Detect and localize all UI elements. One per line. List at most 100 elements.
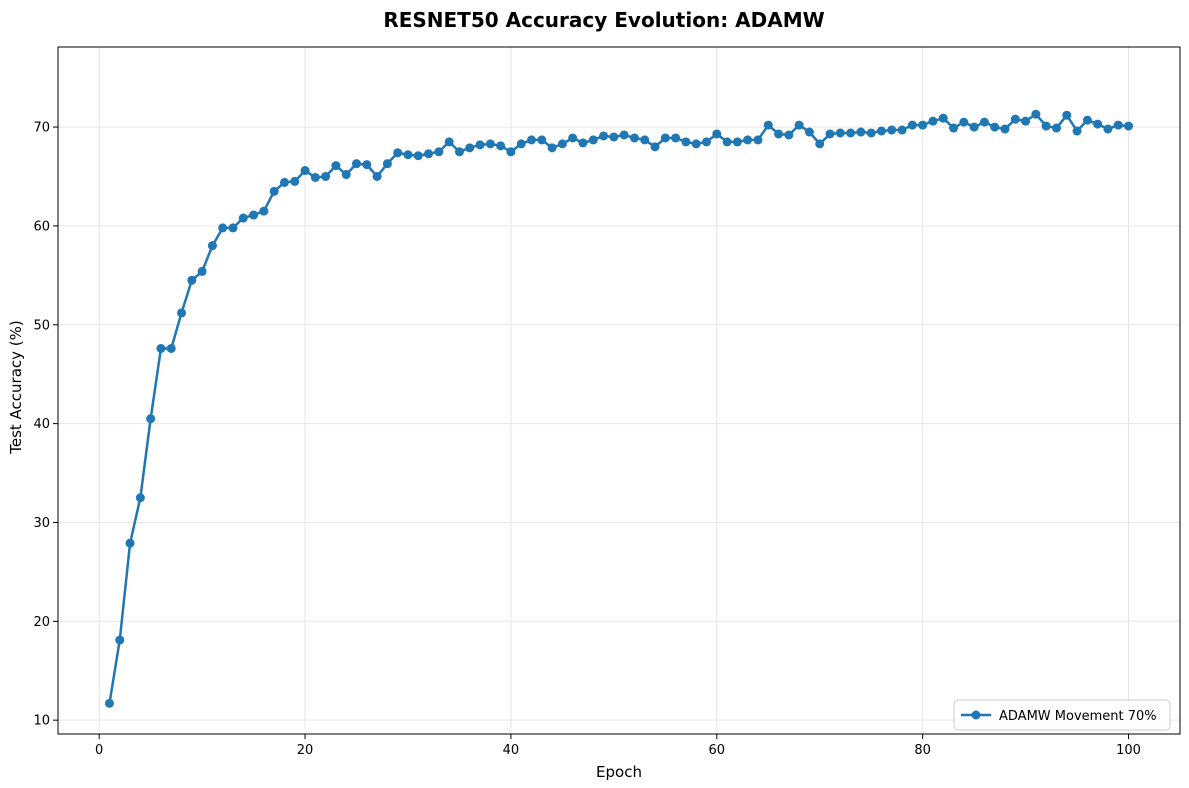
data-point bbox=[218, 223, 228, 233]
data-point bbox=[115, 635, 125, 645]
data-point bbox=[238, 213, 248, 223]
data-point bbox=[774, 129, 784, 139]
series-line bbox=[108, 112, 1129, 704]
data-point bbox=[743, 135, 753, 145]
data-point bbox=[568, 133, 578, 143]
plot-frame bbox=[57, 46, 1181, 735]
x-tick-label: 0 bbox=[95, 743, 103, 758]
data-point bbox=[506, 147, 516, 157]
data-point bbox=[619, 130, 629, 140]
data-point bbox=[290, 176, 300, 186]
data-point bbox=[382, 159, 392, 169]
data-point bbox=[650, 142, 660, 152]
data-point bbox=[609, 132, 619, 142]
data-point bbox=[516, 139, 526, 149]
data-point bbox=[969, 122, 979, 132]
data-series bbox=[104, 109, 1134, 708]
data-point bbox=[207, 241, 217, 251]
data-point bbox=[722, 137, 732, 147]
data-point bbox=[671, 133, 681, 143]
data-point bbox=[712, 129, 722, 139]
data-point bbox=[691, 139, 701, 149]
data-point bbox=[835, 128, 845, 138]
data-point bbox=[527, 135, 537, 145]
data-point bbox=[701, 137, 711, 147]
data-point bbox=[578, 138, 588, 148]
data-point bbox=[856, 127, 866, 137]
y-tick-label: 70 bbox=[33, 121, 50, 136]
data-point bbox=[660, 133, 670, 143]
data-point bbox=[897, 125, 907, 135]
data-point bbox=[424, 149, 434, 159]
y-tick-label: 30 bbox=[33, 516, 50, 531]
data-point bbox=[352, 159, 362, 169]
data-point bbox=[681, 137, 691, 147]
x-tick-label: 80 bbox=[914, 743, 931, 758]
axis-ticks: 0 20 40 60 80 100 10 20 30 40 50 60 70 bbox=[33, 121, 1140, 758]
y-tick-label: 60 bbox=[33, 219, 50, 234]
data-point bbox=[496, 141, 506, 151]
data-point bbox=[599, 131, 609, 141]
data-point bbox=[918, 120, 928, 130]
data-point bbox=[393, 148, 403, 158]
data-point bbox=[990, 122, 1000, 132]
data-point bbox=[187, 275, 197, 285]
legend-entry-label: ADAMW Movement 70% bbox=[999, 709, 1157, 724]
data-point bbox=[732, 137, 742, 147]
legend: ADAMW Movement 70% bbox=[953, 699, 1171, 731]
data-point bbox=[197, 266, 207, 276]
data-point bbox=[1000, 124, 1010, 134]
data-point bbox=[259, 206, 269, 216]
data-point bbox=[959, 117, 969, 127]
data-point bbox=[949, 123, 959, 133]
data-point bbox=[815, 139, 825, 149]
data-point bbox=[249, 210, 259, 220]
data-point bbox=[146, 414, 156, 424]
data-point bbox=[887, 125, 897, 135]
data-point bbox=[362, 160, 372, 170]
data-point bbox=[794, 120, 804, 130]
data-point bbox=[629, 133, 639, 143]
data-point bbox=[279, 177, 289, 187]
y-tick-label: 50 bbox=[33, 318, 50, 333]
data-point bbox=[104, 698, 114, 708]
legend-box bbox=[953, 699, 1171, 731]
data-point bbox=[557, 139, 567, 149]
x-tick-label: 20 bbox=[297, 743, 314, 758]
data-point bbox=[1124, 121, 1134, 131]
data-point bbox=[125, 538, 135, 548]
data-point bbox=[1041, 121, 1051, 131]
data-point bbox=[1113, 120, 1123, 130]
legend-marker-swatch bbox=[971, 710, 981, 720]
data-point bbox=[465, 143, 475, 153]
data-point bbox=[331, 161, 341, 171]
data-point bbox=[300, 166, 310, 176]
data-point bbox=[846, 128, 856, 138]
data-point bbox=[1082, 115, 1092, 125]
x-axis-label: Epoch bbox=[596, 763, 642, 781]
data-point bbox=[403, 150, 413, 160]
y-tick-label: 20 bbox=[33, 615, 50, 630]
data-point bbox=[640, 135, 650, 145]
data-point bbox=[454, 147, 464, 157]
data-point bbox=[135, 493, 145, 503]
data-point bbox=[547, 143, 557, 153]
data-point bbox=[1103, 124, 1113, 134]
data-point bbox=[876, 126, 886, 136]
chart-title: RESNET50 Accuracy Evolution: ADAMW bbox=[383, 8, 824, 32]
data-point bbox=[341, 170, 351, 180]
data-point bbox=[784, 130, 794, 140]
data-point bbox=[372, 171, 382, 181]
data-point bbox=[928, 116, 938, 126]
data-point bbox=[825, 129, 835, 139]
y-axis-label: Test Accuracy (%) bbox=[7, 320, 25, 455]
x-tick-label: 100 bbox=[1116, 743, 1141, 758]
data-point bbox=[1021, 116, 1031, 126]
data-point bbox=[156, 343, 166, 353]
y-tick-label: 40 bbox=[33, 417, 50, 432]
data-point bbox=[321, 171, 331, 181]
data-point bbox=[166, 343, 176, 353]
data-point bbox=[866, 128, 876, 138]
